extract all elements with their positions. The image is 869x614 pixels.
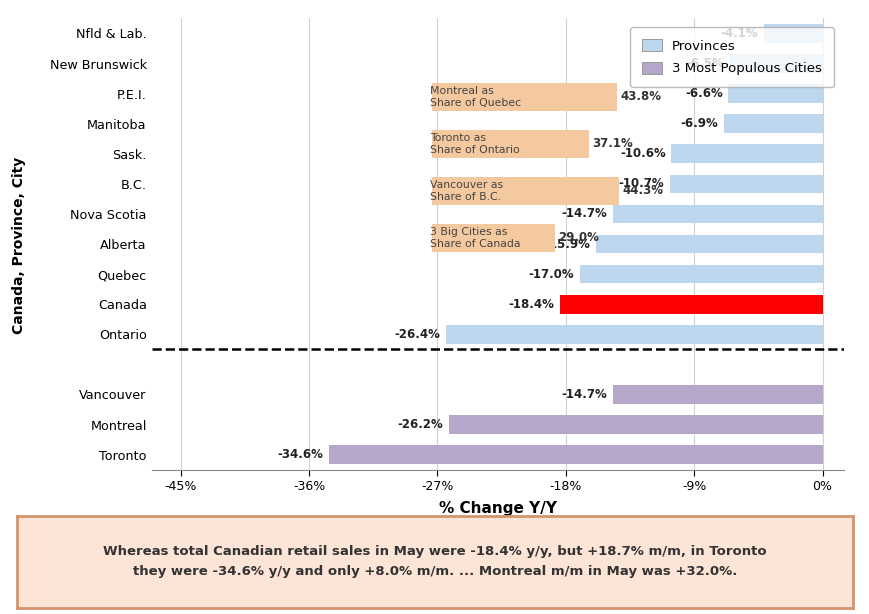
Bar <box>729 54 821 73</box>
Bar <box>580 265 821 284</box>
Bar <box>446 325 821 344</box>
Text: 43.8%: 43.8% <box>620 90 660 103</box>
Bar <box>595 235 821 254</box>
Text: Canada, Province, City: Canada, Province, City <box>12 157 26 334</box>
Bar <box>560 295 821 314</box>
Legend: Provinces, 3 Most Populous Cities: Provinces, 3 Most Populous Cities <box>629 27 833 87</box>
Text: -10.6%: -10.6% <box>620 147 665 160</box>
Bar <box>671 144 821 163</box>
Bar <box>669 174 821 193</box>
Text: Vancouver as
Share of B.C.: Vancouver as Share of B.C. <box>430 180 503 201</box>
Text: -34.6%: -34.6% <box>277 448 323 461</box>
Text: Toronto as
Share of Ontario: Toronto as Share of Ontario <box>430 133 520 155</box>
Bar <box>432 224 554 252</box>
Text: -14.7%: -14.7% <box>561 388 607 401</box>
Text: -6.9%: -6.9% <box>680 117 718 130</box>
Text: -15.9%: -15.9% <box>543 238 589 251</box>
Bar <box>432 130 588 158</box>
Bar <box>727 84 821 103</box>
Text: -10.7%: -10.7% <box>618 177 663 190</box>
Bar <box>723 114 821 133</box>
Text: -26.2%: -26.2% <box>397 418 442 431</box>
Text: 29.0%: 29.0% <box>557 231 598 244</box>
Text: -14.7%: -14.7% <box>561 208 607 220</box>
Bar <box>432 177 618 205</box>
Text: -17.0%: -17.0% <box>528 268 574 281</box>
X-axis label: % Change Y/Y: % Change Y/Y <box>439 502 556 516</box>
Text: -26.4%: -26.4% <box>394 328 440 341</box>
Bar <box>328 445 821 464</box>
Text: 3 Big Cities as
Share of Canada: 3 Big Cities as Share of Canada <box>430 227 521 249</box>
Text: -6.6%: -6.6% <box>684 87 722 100</box>
Bar <box>612 204 821 223</box>
Bar <box>432 83 616 111</box>
Text: Whereas total Canadian retail sales in May were -18.4% y/y, but +18.7% m/m, in T: Whereas total Canadian retail sales in M… <box>103 545 766 578</box>
Bar <box>612 385 821 404</box>
Text: -6.5%: -6.5% <box>686 57 723 70</box>
Text: -4.1%: -4.1% <box>720 27 758 40</box>
Text: 37.1%: 37.1% <box>591 138 632 150</box>
Bar <box>448 415 821 434</box>
Text: 44.3%: 44.3% <box>621 184 662 197</box>
Text: Montreal as
Share of Quebec: Montreal as Share of Quebec <box>430 86 521 107</box>
Bar <box>763 24 821 43</box>
Text: -18.4%: -18.4% <box>508 298 554 311</box>
